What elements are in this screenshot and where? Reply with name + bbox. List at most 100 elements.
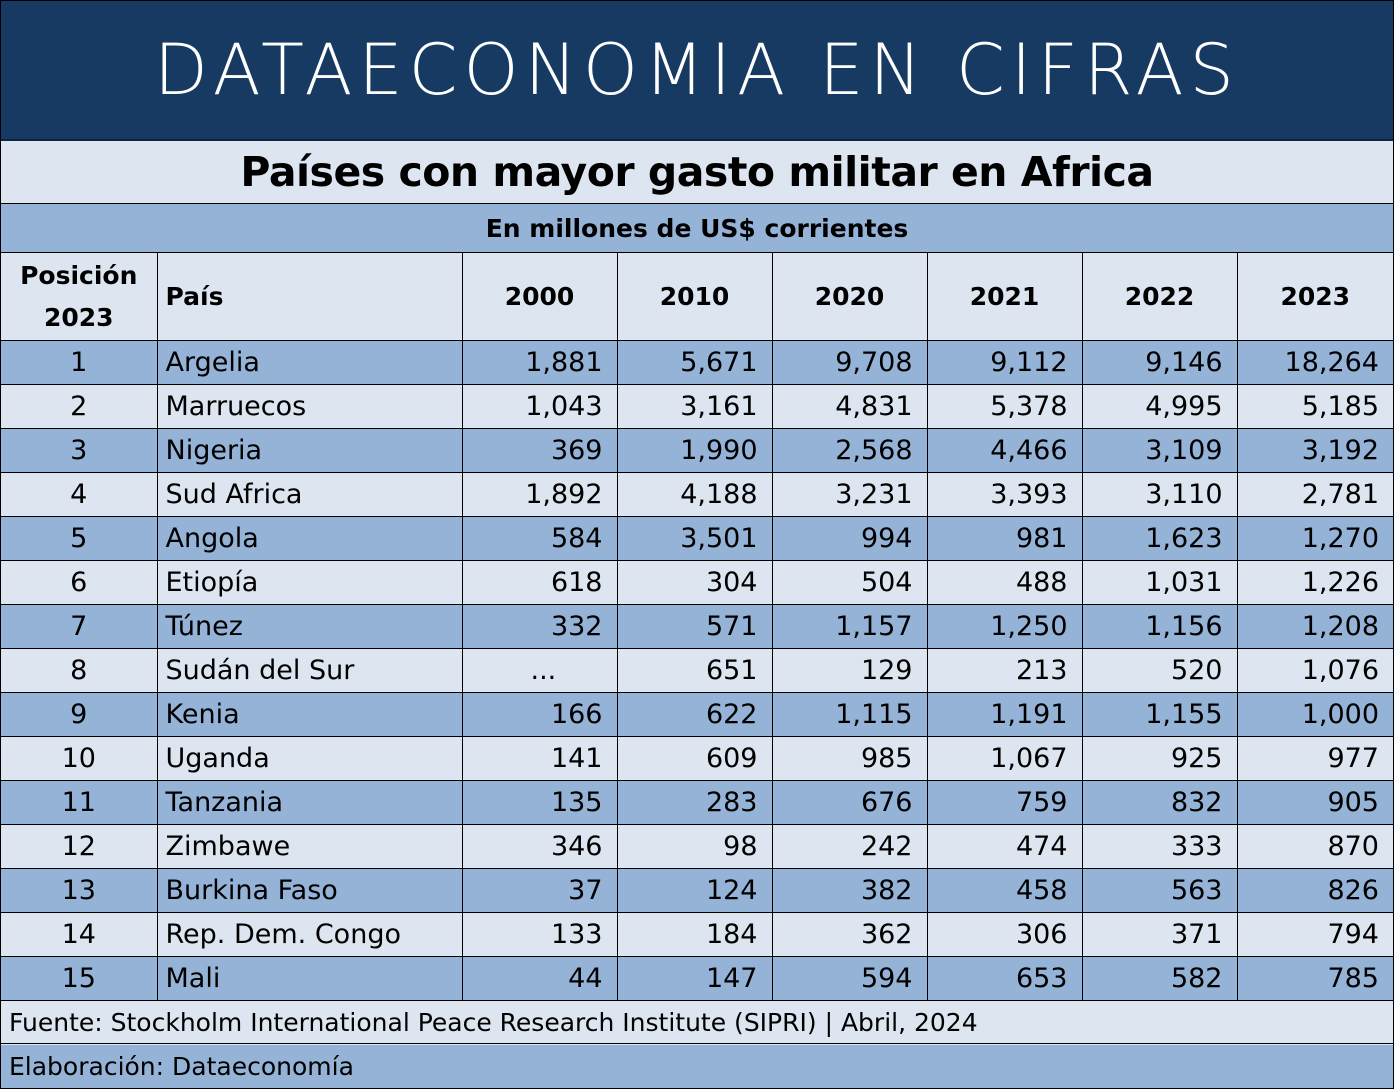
- value-cell: 5,671: [616, 340, 773, 385]
- value-cell: 3,231: [771, 472, 928, 517]
- header-year: 2021: [926, 253, 1083, 341]
- value-cell: 1,226: [1236, 560, 1393, 605]
- country-cell: Rep. Dem. Congo: [156, 912, 463, 957]
- position-cell: 15: [1, 956, 158, 1001]
- country-cell: Túnez: [156, 604, 463, 649]
- value-cell: 1,067: [926, 736, 1083, 781]
- country-cell: Etiopía: [156, 560, 463, 605]
- table-row: 8 Sudán del Sur... 651 129 213 520 1,076: [1, 648, 1393, 693]
- value-cell: 618: [461, 560, 618, 605]
- value-cell: 759: [926, 780, 1083, 825]
- value-cell: 653: [926, 956, 1083, 1001]
- table-row: 2 Marruecos 1,043 3,161 4,831 5,378 4,995 5,185: [1, 384, 1393, 429]
- value-cell: 3,393: [926, 472, 1083, 517]
- value-cell: 458: [926, 868, 1083, 913]
- value-cell: 1,156: [1081, 604, 1238, 649]
- table-row: 15 Mali 44 147 594 653 582 785: [1, 956, 1393, 1001]
- value-cell: 382: [771, 868, 928, 913]
- value-cell: 870: [1236, 824, 1393, 869]
- position-cell: 13: [1, 868, 158, 913]
- header-year: 2000: [461, 253, 618, 341]
- value-cell: 609: [616, 736, 773, 781]
- position-cell: 4: [1, 472, 158, 517]
- country-cell: Kenia: [156, 692, 463, 737]
- value-cell: 135: [461, 780, 618, 825]
- value-cell: 1,076: [1236, 648, 1393, 693]
- value-cell: 1,250: [926, 604, 1083, 649]
- value-cell: 4,831: [771, 384, 928, 429]
- value-cell: 333: [1081, 824, 1238, 869]
- header-position: Posición 2023: [1, 253, 158, 341]
- value-cell: 1,157: [771, 604, 928, 649]
- value-cell: 283: [616, 780, 773, 825]
- value-cell: 37: [461, 868, 618, 913]
- value-cell: 44: [461, 956, 618, 1001]
- value-cell: 520: [1081, 648, 1238, 693]
- table-row: 12 Zimbawe 346 98 242 474 333 870: [1, 824, 1393, 869]
- header-row: Posición 2023 País 2000 2010 2020 2021 20…: [1, 253, 1393, 341]
- position-cell: 1: [1, 340, 158, 385]
- value-cell: 362: [771, 912, 928, 957]
- value-cell: 4,995: [1081, 384, 1238, 429]
- position-cell: 9: [1, 692, 158, 737]
- country-cell: Argelia: [156, 340, 463, 385]
- value-cell: 3,161: [616, 384, 773, 429]
- position-cell: 7: [1, 604, 158, 649]
- value-cell: 3,192: [1236, 428, 1393, 473]
- brand-title: DATAECONOMIA EN CIFRAS: [154, 29, 1240, 111]
- value-cell: 582: [1081, 956, 1238, 1001]
- country-cell: Uganda: [156, 736, 463, 781]
- value-cell: 9,708: [771, 340, 928, 385]
- position-cell: 14: [1, 912, 158, 957]
- value-cell: 98: [616, 824, 773, 869]
- source-note: Fuente: Stockholm International Peace Re…: [1, 1001, 1393, 1044]
- table-subtitle: En millones de US$ corrientes: [485, 213, 909, 243]
- value-cell: 9,146: [1081, 340, 1238, 385]
- value-cell: 474: [926, 824, 1083, 869]
- country-cell: Angola: [156, 516, 463, 561]
- position-cell: 11: [1, 780, 158, 825]
- position-cell: 6: [1, 560, 158, 605]
- value-cell: 371: [1081, 912, 1238, 957]
- value-cell: 676: [771, 780, 928, 825]
- value-cell: 3,109: [1081, 428, 1238, 473]
- value-cell: 332: [461, 604, 618, 649]
- value-cell: 9,112: [926, 340, 1083, 385]
- value-cell: 1,270: [1236, 516, 1393, 561]
- value-cell: 4,188: [616, 472, 773, 517]
- value-cell: 3,501: [616, 516, 773, 561]
- value-cell: 832: [1081, 780, 1238, 825]
- value-cell: 1,881: [461, 340, 618, 385]
- value-cell: 306: [926, 912, 1083, 957]
- table-row: 14 Rep. Dem. Congo 133 184 362 306 371 794: [1, 912, 1393, 957]
- country-cell: Zimbawe: [156, 824, 463, 869]
- value-cell: 994: [771, 516, 928, 561]
- value-cell: 905: [1236, 780, 1393, 825]
- country-cell: Burkina Faso: [156, 868, 463, 913]
- value-cell: 1,031: [1081, 560, 1238, 605]
- header-position-line1: Posición: [20, 260, 138, 290]
- position-cell: 8: [1, 648, 158, 693]
- value-cell: 622: [616, 692, 773, 737]
- value-cell: 242: [771, 824, 928, 869]
- value-cell: 794: [1236, 912, 1393, 957]
- title-row: Países con mayor gasto militar en Africa: [1, 141, 1393, 204]
- header-year: 2022: [1081, 253, 1238, 341]
- subtitle-row: En millones de US$ corrientes: [1, 204, 1393, 253]
- table-row: 9 Kenia 166 622 1,115 1,191 1,155 1,000: [1, 692, 1393, 737]
- value-cell: 1,155: [1081, 692, 1238, 737]
- value-cell: 5,378: [926, 384, 1083, 429]
- table-row: 6 Etiopía 618 304 504 488 1,031 1,226: [1, 560, 1393, 605]
- table-row: 3 Nigeria 369 1,990 2,568 4,466 3,109 3,192: [1, 428, 1393, 473]
- table-row: 1 Argelia 1,881 5,671 9,708 9,112 9,146 18,264: [1, 340, 1393, 385]
- value-cell: 304: [616, 560, 773, 605]
- value-cell: 981: [926, 516, 1083, 561]
- country-cell: Sudán del Sur: [156, 648, 463, 693]
- table-row: 13 Burkina Faso 37 124 382 458 563 826: [1, 868, 1393, 913]
- value-cell: 124: [616, 868, 773, 913]
- value-cell: 129: [771, 648, 928, 693]
- header-country: País: [156, 253, 463, 341]
- value-cell: 977: [1236, 736, 1393, 781]
- value-cell: 5,185: [1236, 384, 1393, 429]
